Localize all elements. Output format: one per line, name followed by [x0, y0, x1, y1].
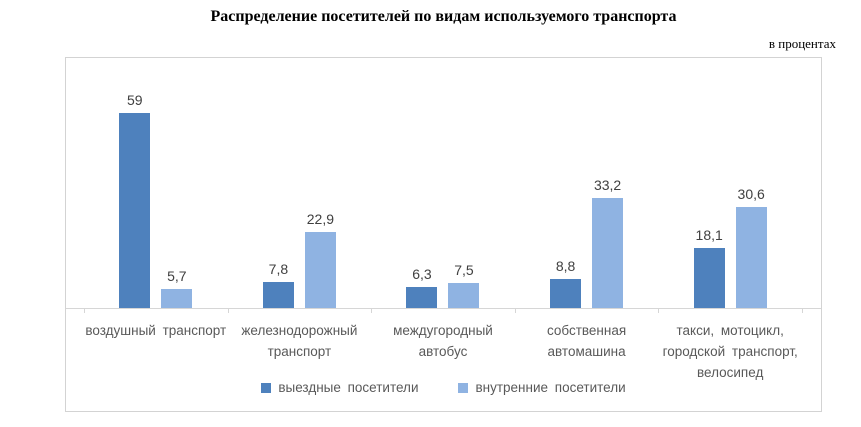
bar-outbound — [693, 248, 725, 308]
bar-cell-outbound: 7,8 — [262, 261, 294, 308]
bar-value-label: 8,8 — [555, 258, 576, 274]
legend-label-outbound: выездные посетители — [278, 380, 419, 395]
chart-title: Распределение посетителей по видам испол… — [210, 8, 677, 25]
bar-outbound — [550, 279, 582, 308]
bar-value-label: 22,9 — [306, 211, 335, 228]
axis-tick — [227, 309, 229, 313]
bar-cell-domestic: 22,9 — [304, 211, 336, 308]
bar-group: 8,8 33,2 — [515, 58, 659, 308]
bar-cell-domestic: 30,6 — [735, 186, 767, 308]
units-note: в процентах — [768, 36, 836, 51]
legend-item-outbound-visitors: выездные посетители — [261, 380, 418, 395]
category-label: собственная автомашина — [546, 323, 627, 359]
bar-cell-outbound: 8,8 — [550, 258, 582, 308]
bar-cell-domestic: 7,5 — [448, 262, 480, 308]
chart-area: 59 5,7 7,8 22,9 6,3 7,5 8,8 33,2 18,1 30,6 воздуш… — [65, 57, 822, 412]
bar-group: 18,1 30,6 — [658, 58, 802, 308]
bar-group: 7,8 22,9 — [228, 58, 372, 308]
bar-domestic — [735, 207, 767, 308]
bar-cell-outbound: 59 — [119, 92, 151, 308]
axis-tick — [371, 309, 373, 313]
bar-domestic — [592, 198, 624, 308]
bar-domestic — [161, 289, 193, 308]
x-axis-ticks — [84, 309, 803, 314]
plot-area: 59 5,7 7,8 22,9 6,3 7,5 8,8 33,2 18,1 30,6 — [84, 58, 802, 308]
legend-item-domestic-visitors: внутренние посетители — [458, 380, 626, 395]
axis-tick — [84, 309, 85, 313]
category-label: железнодорожный транспорт — [241, 323, 358, 359]
bar-cell-domestic: 33,2 — [592, 177, 624, 308]
category-label: воздушный транспорт — [85, 323, 227, 338]
bar-value-label: 59 — [127, 92, 143, 109]
bar-value-label: 30,6 — [737, 186, 765, 202]
bar-outbound — [406, 287, 438, 308]
legend-swatch-domestic-icon — [458, 382, 469, 393]
bar-group: 59 5,7 — [84, 58, 228, 308]
bar-value-label: 6,3 — [412, 266, 432, 283]
category-axis-labels: воздушный транспорт железнодорожный транс… — [84, 320, 802, 383]
category-label: междугородный автобус — [393, 323, 493, 359]
axis-tick — [514, 309, 516, 313]
bar-cell-outbound: 18,1 — [693, 227, 725, 308]
bar-group: 6,3 7,5 — [371, 58, 515, 308]
x-axis-line — [66, 308, 821, 309]
bar-value-label: 5,7 — [167, 268, 187, 285]
legend: выездные посетители внутренние посетител… — [66, 380, 821, 395]
bar-value-label: 33,2 — [593, 177, 622, 194]
axis-tick — [658, 309, 660, 313]
bar-value-label: 18,1 — [695, 227, 723, 244]
bar-cell-outbound: 6,3 — [406, 266, 438, 308]
legend-label-domestic: внутренние посетители — [475, 380, 626, 395]
bar-domestic — [304, 232, 336, 308]
axis-tick — [802, 309, 803, 313]
category-label: такси, мотоцикл, городской транспорт, ве… — [662, 323, 798, 380]
bar-outbound — [262, 282, 294, 308]
legend-swatch-outbound-icon — [261, 382, 272, 393]
bar-value-label: 7,5 — [454, 262, 474, 279]
bar-value-label: 7,8 — [268, 261, 289, 278]
bar-outbound — [119, 113, 151, 308]
bar-cell-domestic: 5,7 — [161, 268, 193, 308]
bar-domestic — [448, 283, 480, 308]
